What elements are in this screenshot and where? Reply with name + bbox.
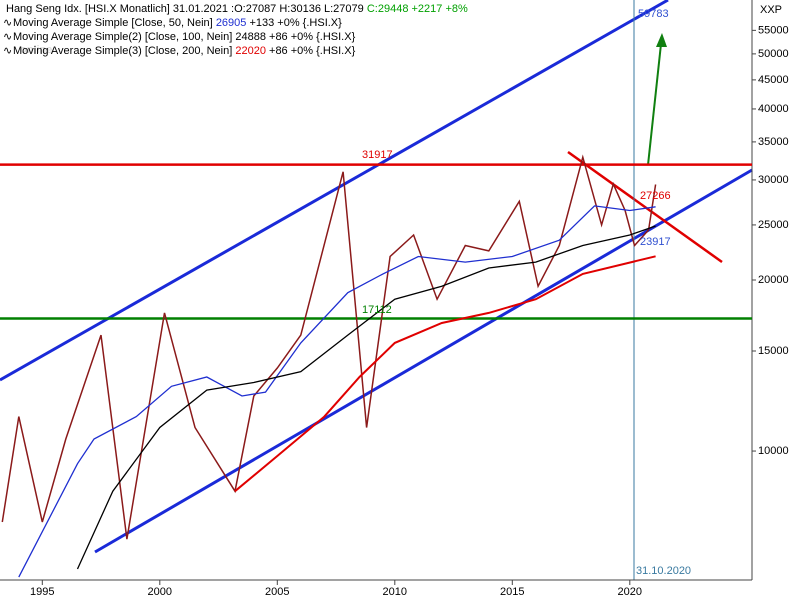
forecast-arrow-head [656, 33, 667, 47]
axis-code: XXP [760, 4, 782, 16]
moving-average-line [18, 205, 656, 578]
y-tick-label: 40000 [758, 103, 789, 115]
y-tick-label: 45000 [758, 74, 789, 86]
level-label: 27266 [640, 190, 671, 202]
legend-value: 26905 [216, 17, 247, 29]
moving-average-line [234, 255, 656, 492]
y-tick-label: 10000 [758, 445, 789, 457]
level-label: 31917 [362, 149, 393, 161]
x-tick-label: 2000 [148, 586, 172, 598]
y-tick-label: 25000 [758, 219, 789, 231]
level-label: 59783 [638, 8, 669, 20]
legend-name: Moving Average Simple(2) [Close, 100, Ne… [13, 31, 232, 43]
watermark: online [20, 44, 52, 56]
y-tick-label: 35000 [758, 136, 789, 148]
legend-value: 22020 [235, 45, 266, 57]
upper-channel-line [0, 0, 669, 382]
legend-change: +86 +0% {.HSI.X} [269, 45, 356, 57]
legend: Hang Seng Idx. [HSI.X Monatlich] 31.01.2… [3, 3, 468, 57]
forecast-arrow [647, 43, 662, 166]
down-trend-line [567, 150, 723, 264]
header-ohl: :O:27087 H:30136 L:27079 [231, 3, 364, 15]
legend-entry: Moving Average Simple(2) [Close, 100, Ne… [13, 31, 356, 43]
moving-average-line [76, 225, 656, 570]
level-label: 23917 [640, 236, 671, 248]
x-tick-label: 2020 [618, 586, 642, 598]
level-label: 17112 [362, 304, 392, 316]
x-tick-label: 1995 [30, 586, 54, 598]
lower-channel-line [94, 168, 753, 554]
legend-change: +133 +0% {.HSI.X} [249, 17, 342, 29]
y-tick-label: 20000 [758, 274, 789, 286]
legend-name: Moving Average Simple [Close, 50, Nein] [13, 17, 213, 29]
legend-value: 24888 [235, 31, 266, 43]
y-tick-label: 15000 [758, 345, 789, 357]
x-tick-label: 2005 [265, 586, 289, 598]
price-line [1, 154, 657, 540]
legend-entry: Moving Average Simple(3) [Close, 200, Ne… [13, 45, 356, 57]
y-tick-label: 55000 [758, 24, 789, 36]
legend-change: +86 +0% {.HSI.X} [269, 31, 356, 43]
header-close: C:29448 +2217 +8% [367, 3, 468, 15]
header: Hang Seng Idx. [HSI.X Monatlich] 31.01.2… [6, 3, 468, 15]
legend-icon: ∿ [3, 31, 12, 43]
header-title: Hang Seng Idx. [HSI.X Monatlich] 31.01.2… [6, 3, 228, 15]
cursor-date: 31.10.2020 [636, 565, 691, 577]
legend-icon: ∿ [3, 45, 12, 57]
legend-entry: Moving Average Simple [Close, 50, Nein] … [13, 17, 342, 29]
legend-icon: ∿ [3, 17, 12, 29]
legend-name: Moving Average Simple(3) [Close, 200, Ne… [13, 45, 232, 57]
y-tick-label: 30000 [758, 174, 789, 186]
x-tick-label: 2015 [500, 586, 524, 598]
x-tick-label: 2010 [383, 586, 407, 598]
y-tick-label: 50000 [758, 48, 789, 60]
